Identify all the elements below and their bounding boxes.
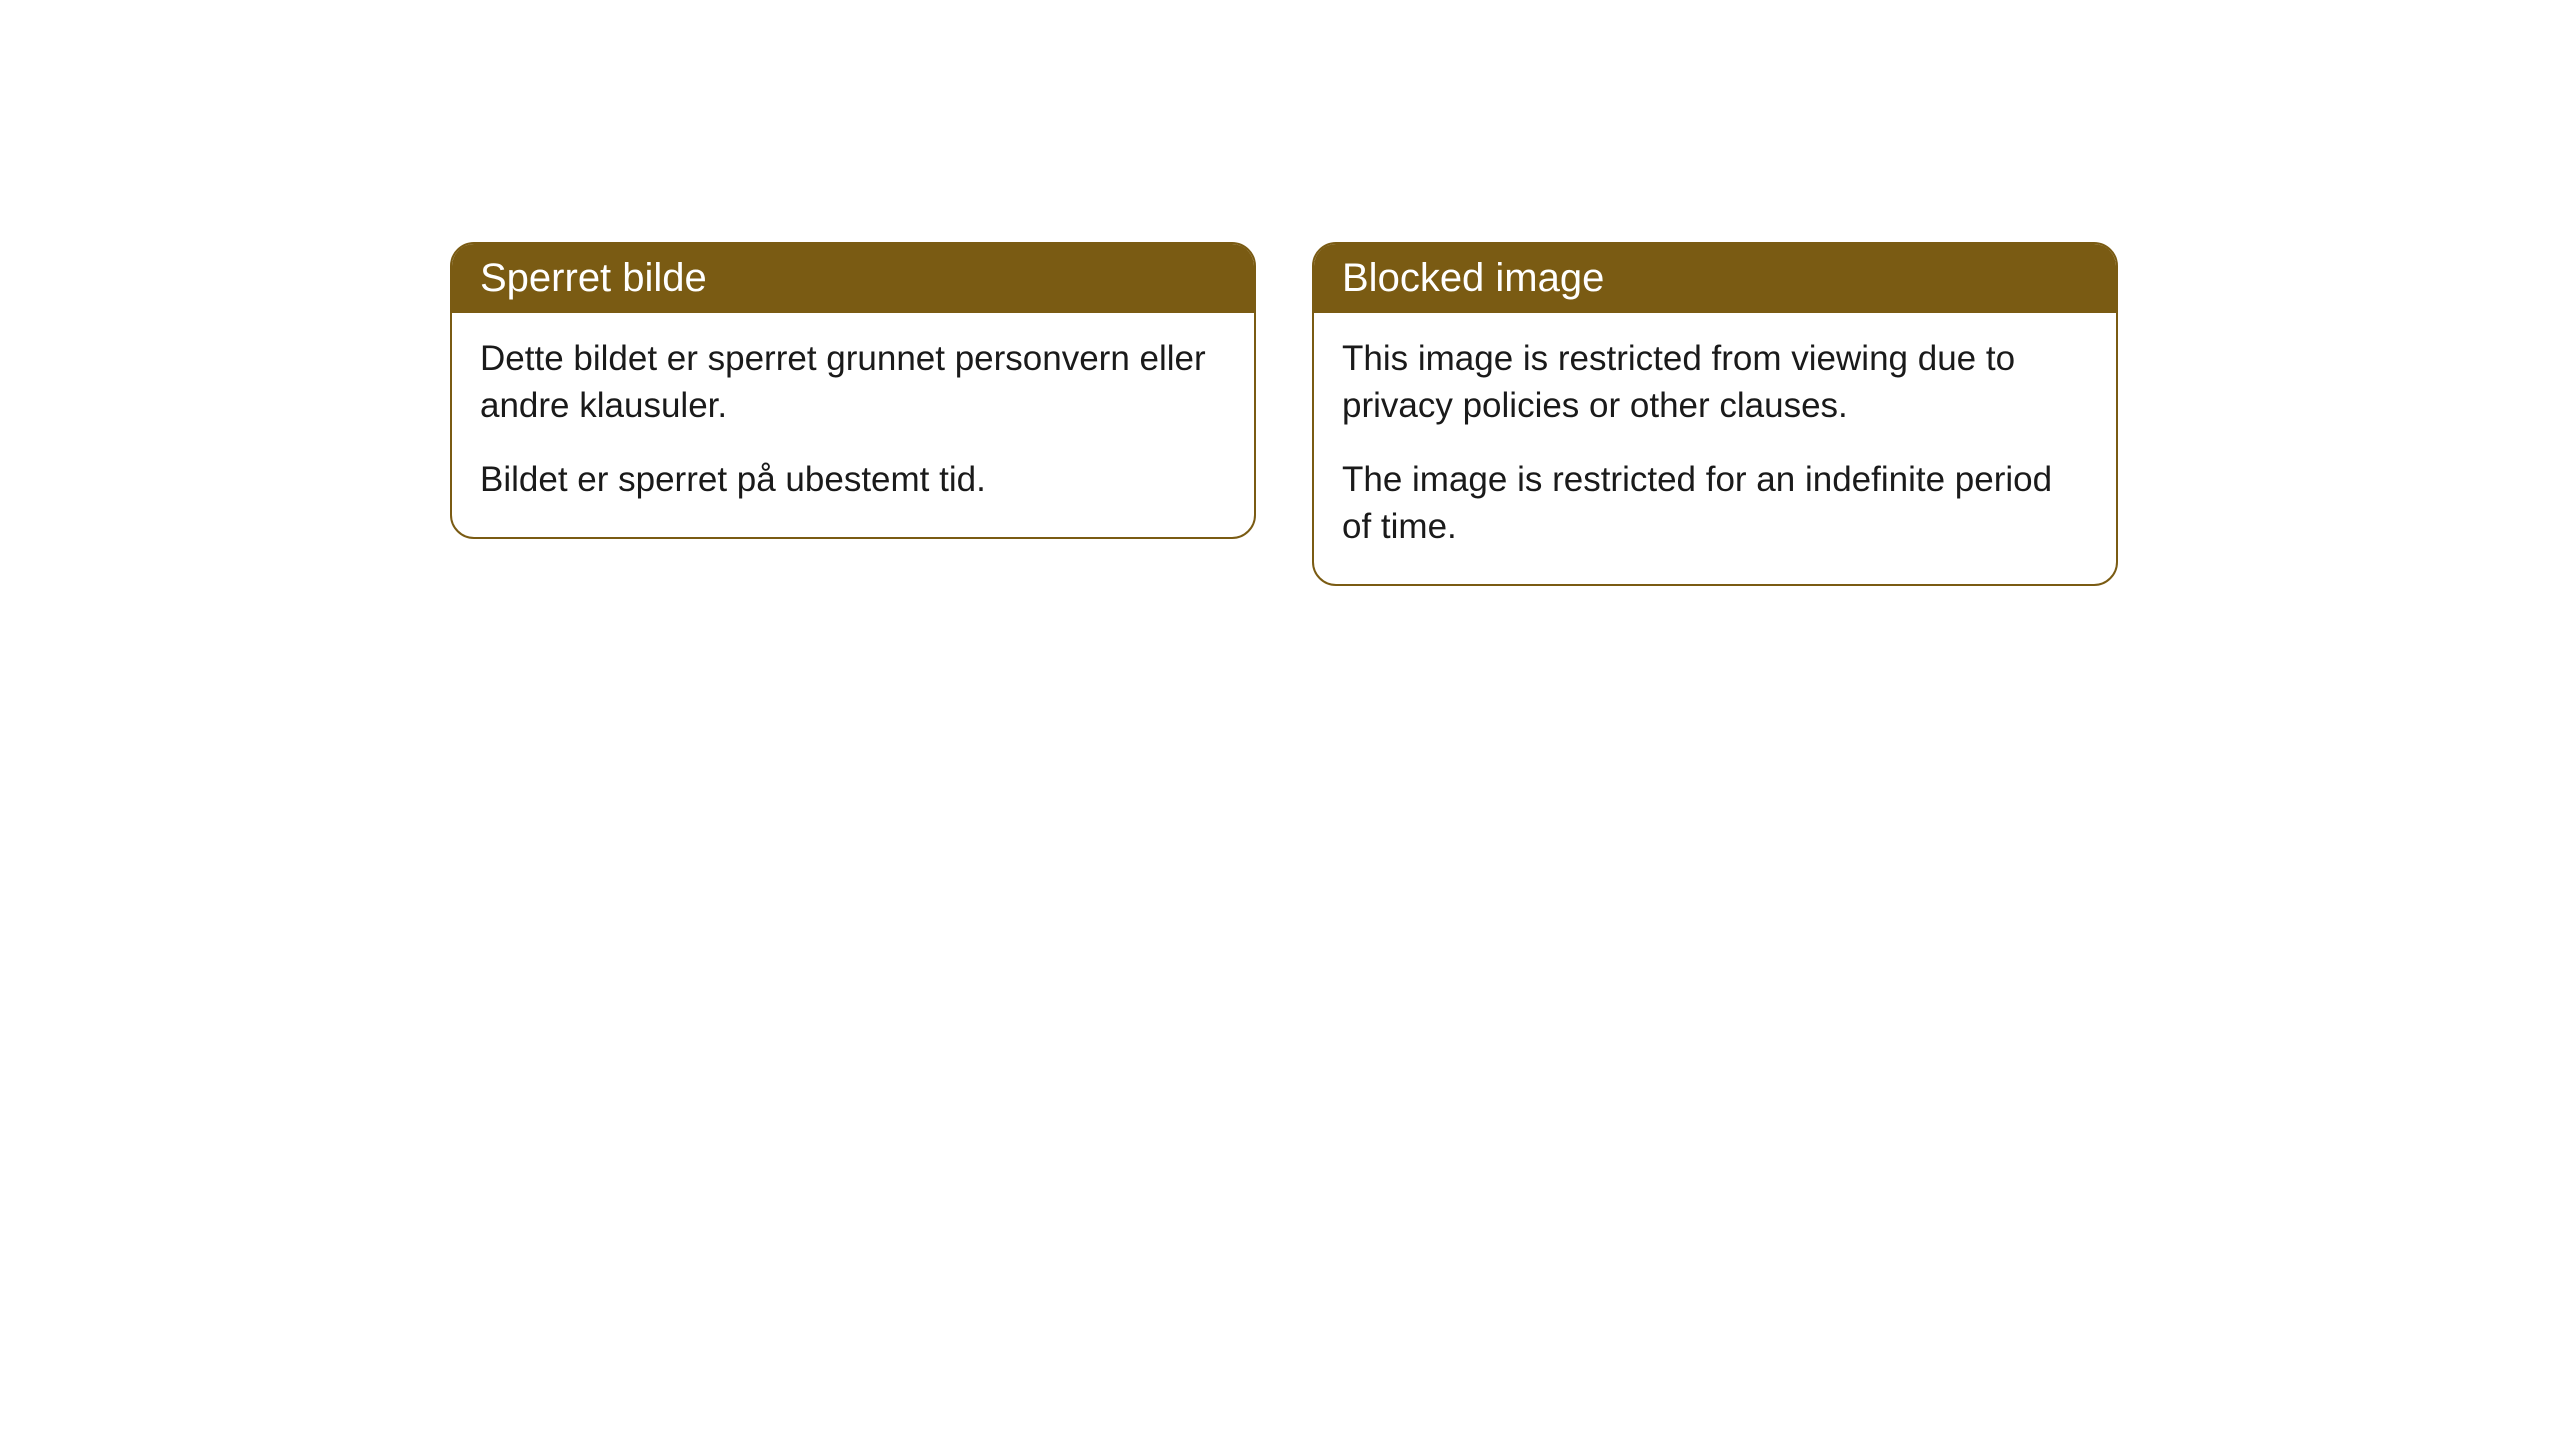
card-title-no: Sperret bilde (480, 256, 707, 300)
card-paragraph-no-1: Dette bildet er sperret grunnet personve… (480, 335, 1226, 430)
card-header-en: Blocked image (1314, 244, 2116, 313)
card-title-en: Blocked image (1342, 256, 1604, 300)
card-body-en: This image is restricted from viewing du… (1314, 313, 2116, 584)
blocked-image-card-en: Blocked image This image is restricted f… (1312, 242, 2118, 586)
card-paragraph-en-2: The image is restricted for an indefinit… (1342, 456, 2088, 551)
card-body-no: Dette bildet er sperret grunnet personve… (452, 313, 1254, 537)
blocked-image-card-no: Sperret bilde Dette bildet er sperret gr… (450, 242, 1256, 539)
card-paragraph-no-2: Bildet er sperret på ubestemt tid. (480, 456, 1226, 503)
card-header-no: Sperret bilde (452, 244, 1254, 313)
card-paragraph-en-1: This image is restricted from viewing du… (1342, 335, 2088, 430)
